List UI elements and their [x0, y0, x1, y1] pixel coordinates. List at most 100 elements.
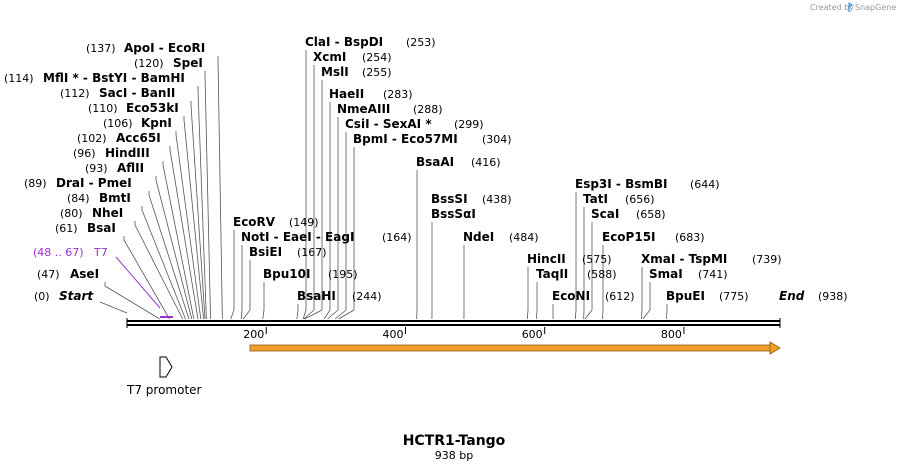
svg-text:(288): (288)	[413, 103, 443, 116]
sequence-length: 938 bp	[435, 449, 473, 462]
feature-arrow[interactable]	[249, 341, 781, 355]
enzyme-nmeaiii[interactable]: NmeAIII (288)	[337, 102, 443, 116]
svg-text:HaeII: HaeII	[329, 87, 364, 101]
cut-site-line	[148, 194, 190, 320]
enzyme-spei[interactable]: (120) SpeI	[134, 56, 203, 70]
enzyme-tati[interactable]: TatI (656)	[583, 192, 655, 206]
svg-text:(149): (149)	[289, 216, 319, 229]
left-enzyme-labels: (137) ApoI - EcoRI (120) SpeI (114) MflI * …	[4, 41, 205, 281]
cut-site-line	[190, 104, 206, 320]
enzyme-asei[interactable]: (47) AseI	[37, 267, 99, 281]
cut-site-line	[155, 179, 193, 320]
primer-name: T7	[93, 246, 108, 259]
svg-text:(299): (299)	[454, 118, 484, 131]
svg-text:BssSαI: BssSαI	[431, 207, 476, 221]
svg-text:(106): (106)	[103, 117, 133, 130]
enzyme-eco53ki[interactable]: (110) Eco53kI	[88, 101, 179, 115]
cut-site-lines	[99, 50, 668, 320]
svg-text:(575): (575)	[582, 253, 612, 266]
svg-text:(80): (80)	[60, 207, 83, 220]
enzyme-ecorv[interactable]: EcoRV (149)	[233, 215, 319, 229]
svg-text:SmaI: SmaI	[649, 267, 683, 281]
enzyme-msli[interactable]: MslI (255)	[321, 65, 392, 79]
svg-text:(775): (775)	[719, 290, 749, 303]
enzyme-csii[interactable]: CsiI - SexAI * (299)	[345, 117, 484, 131]
enzyme-noti[interactable]: NotI - EaeI - EagI (164)	[241, 230, 412, 244]
enzyme-ecop15i[interactable]: EcoP15I (683)	[602, 230, 705, 244]
svg-text:Bpu10I: Bpu10I	[263, 267, 310, 281]
enzyme-drai[interactable]: (89) DraI - PmeI	[24, 176, 132, 190]
svg-text:HincII: HincII	[527, 252, 566, 266]
cut-site-line	[338, 309, 355, 320]
enzyme-bsaai[interactable]: BsaAI (416)	[416, 155, 501, 169]
svg-text:CsiI - SexAI *: CsiI - SexAI *	[345, 117, 432, 131]
snapgene-logo-icon	[848, 2, 854, 12]
svg-text:(438): (438)	[482, 193, 512, 206]
enzyme-kpni[interactable]: (106) KpnI	[103, 116, 172, 130]
axis-tick-label: 400	[382, 328, 403, 341]
enzyme-bsssi[interactable]: BssSI (438)	[431, 192, 512, 206]
enzyme-hindiii[interactable]: (96) HindIII	[73, 146, 150, 160]
svg-text:(120): (120)	[134, 57, 164, 70]
enzyme-econi[interactable]: EcoNI (612)	[552, 289, 635, 303]
enzyme-ndei[interactable]: NdeI (484)	[463, 230, 539, 244]
enzyme-acc65i[interactable]: (102) Acc65I	[77, 131, 161, 145]
cut-site-line	[303, 309, 315, 320]
cut-site-line	[99, 301, 128, 314]
svg-text:(110): (110)	[88, 102, 118, 115]
start-position: (0)	[34, 290, 50, 303]
svg-text:BpuEI: BpuEI	[666, 289, 705, 303]
enzyme-clai[interactable]: ClaI - BspDI (253)	[305, 35, 436, 49]
svg-text:TatI: TatI	[583, 192, 608, 206]
cut-site-line	[242, 309, 251, 320]
cut-site-line	[304, 309, 323, 320]
svg-text:(167): (167)	[297, 246, 327, 259]
enzyme-apoi[interactable]: (137) ApoI - EcoRI	[86, 41, 205, 55]
enzyme-bsai[interactable]: (61) BsaI	[55, 221, 116, 235]
svg-text:NdeI: NdeI	[463, 230, 494, 244]
promoter-label: T7 promoter	[126, 383, 202, 397]
enzyme-aflii[interactable]: (93) AflII	[85, 161, 144, 175]
svg-text:ClaI - BspDI: ClaI - BspDI	[305, 35, 383, 49]
backbone	[126, 318, 781, 328]
cut-site-line	[323, 309, 331, 320]
svg-text:(612): (612)	[605, 290, 635, 303]
enzyme-bpu10i[interactable]: Bpu10I (195)	[263, 267, 358, 281]
enzyme-bmti[interactable]: (84) BmtI	[67, 191, 131, 205]
enzyme-saci[interactable]: (112) SacI - BanII	[60, 86, 175, 100]
enzyme-bsiei[interactable]: BsiEI (167)	[249, 245, 327, 259]
enzyme-hincii[interactable]: HincII (575)	[527, 252, 612, 266]
enzyme-bpmi[interactable]: BpmI - Eco57MI (304)	[353, 132, 512, 146]
enzyme-bpuei[interactable]: BpuEI (775)	[666, 289, 749, 303]
enzyme-bsahi[interactable]: BsaHI (244)	[297, 289, 382, 303]
svg-text:BsiEI: BsiEI	[249, 245, 282, 259]
svg-text:(254): (254)	[362, 51, 392, 64]
svg-text:BmtI: BmtI	[99, 191, 131, 205]
feature-t7-promoter[interactable]: T7 promoter	[126, 356, 202, 397]
svg-text:NheI: NheI	[92, 206, 123, 220]
enzyme-nhei[interactable]: (80) NheI	[60, 206, 123, 220]
cut-site-line	[134, 224, 184, 320]
enzyme-haeii[interactable]: HaeII (283)	[329, 87, 413, 101]
cut-site-line	[183, 119, 204, 320]
enzyme-smai[interactable]: SmaI (741)	[649, 267, 728, 281]
svg-text:AflII: AflII	[117, 161, 144, 175]
end-position: (938)	[818, 290, 848, 303]
primer-t7[interactable]: (48 .. 67) T7	[33, 246, 173, 318]
cut-site-line	[327, 309, 339, 320]
enzyme-xcmi[interactable]: XcmI (254)	[313, 50, 392, 64]
enzyme-taqii[interactable]: TaqII (588)	[536, 267, 617, 281]
enzyme-esp3i[interactable]: Esp3I - BsmBI (644)	[575, 177, 720, 191]
enzyme-mfli[interactable]: (114) MflI * - BstYI - BamHI	[4, 71, 185, 85]
enzyme-xmai[interactable]: XmaI - TspMI (739)	[641, 252, 782, 266]
enzyme-bsssai[interactable]: BssSαI	[431, 207, 476, 221]
cut-site-line	[526, 309, 529, 320]
svg-text:(195): (195)	[328, 268, 358, 281]
enzyme-scai[interactable]: ScaI (658)	[591, 207, 666, 221]
svg-text:Eco53kI: Eco53kI	[126, 101, 179, 115]
svg-text:(164): (164)	[382, 231, 412, 244]
svg-text:(244): (244)	[352, 290, 382, 303]
credit-brand: SnapGene	[855, 3, 896, 12]
svg-text:(588): (588)	[587, 268, 617, 281]
